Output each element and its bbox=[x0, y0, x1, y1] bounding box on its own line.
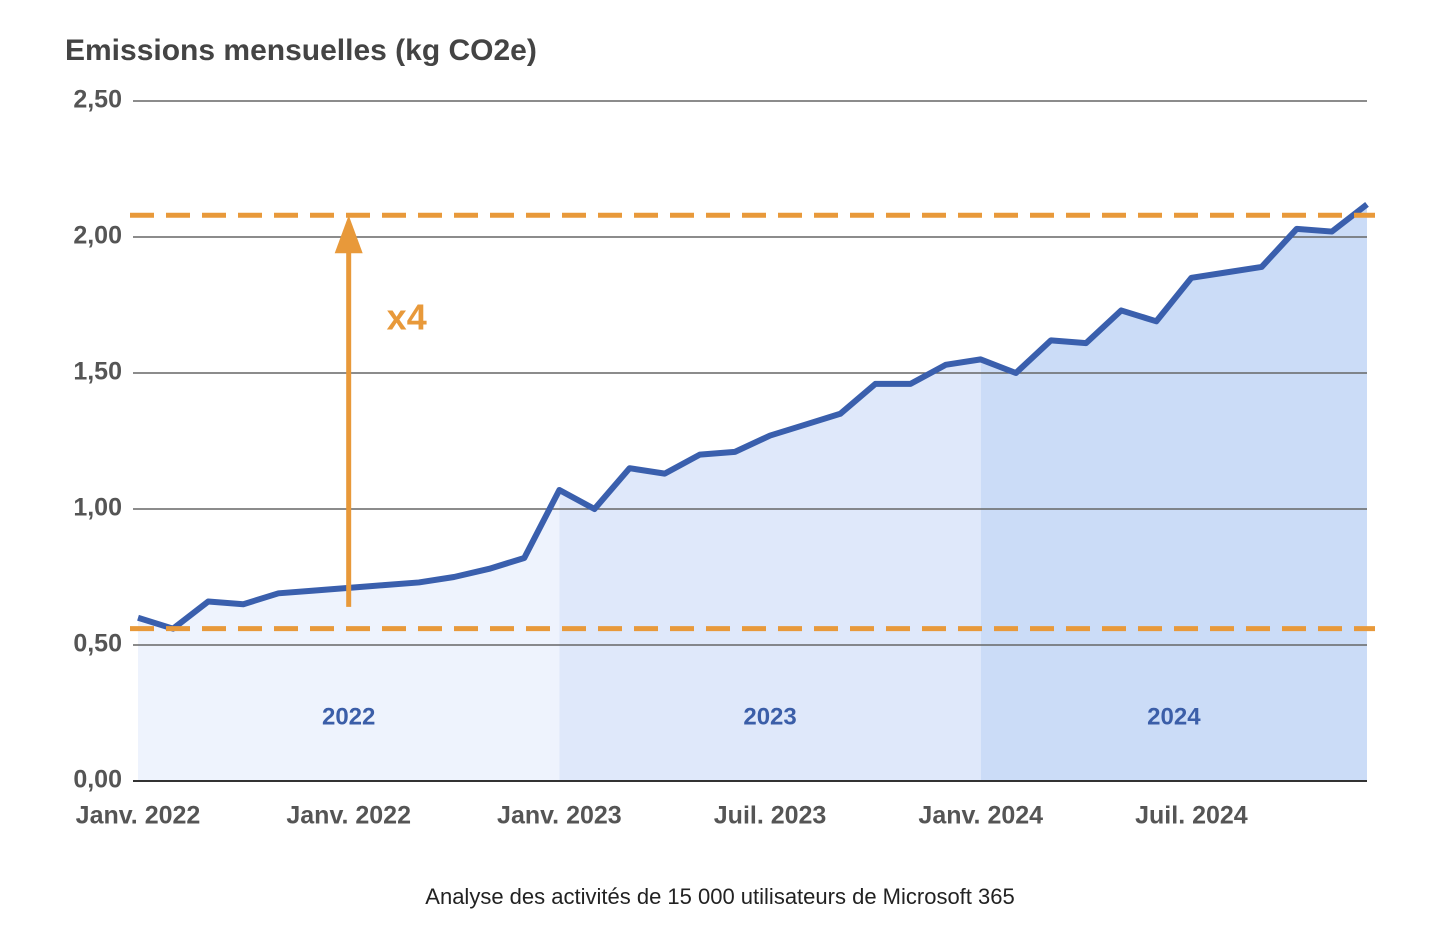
y-tick-label: 1,00 bbox=[73, 494, 122, 522]
y-tick-label: 2,50 bbox=[73, 86, 122, 114]
data-line bbox=[137, 201, 1369, 632]
year-band bbox=[559, 204, 981, 781]
y-tick-label: 2,00 bbox=[73, 222, 122, 250]
x-tick-label: Janv. 2023 bbox=[497, 802, 622, 830]
x-tick-label: Janv. 2022 bbox=[76, 802, 201, 830]
band-label: 2023 bbox=[743, 703, 796, 730]
y-tick-label: 0,50 bbox=[73, 630, 122, 658]
band-label: 2022 bbox=[322, 703, 375, 730]
y-tick-label: 1,50 bbox=[73, 358, 122, 386]
x-tick-label: Juil. 2023 bbox=[714, 802, 827, 830]
year-band bbox=[980, 204, 1367, 781]
x-tick-label: Juil. 2024 bbox=[1135, 802, 1248, 830]
chart-title: Emissions mensuelles (kg CO2e) bbox=[65, 34, 537, 67]
y-tick-label: 0,00 bbox=[73, 766, 122, 794]
band-label: 2024 bbox=[1147, 703, 1201, 730]
x-tick-label: Janv. 2022 bbox=[286, 802, 411, 830]
arrow-head bbox=[334, 215, 363, 254]
annotation-label: x4 bbox=[387, 297, 427, 338]
caption: Analyse des activités de 15 000 utilisat… bbox=[425, 884, 1014, 909]
x-tick-label: Janv. 2024 bbox=[918, 802, 1043, 830]
